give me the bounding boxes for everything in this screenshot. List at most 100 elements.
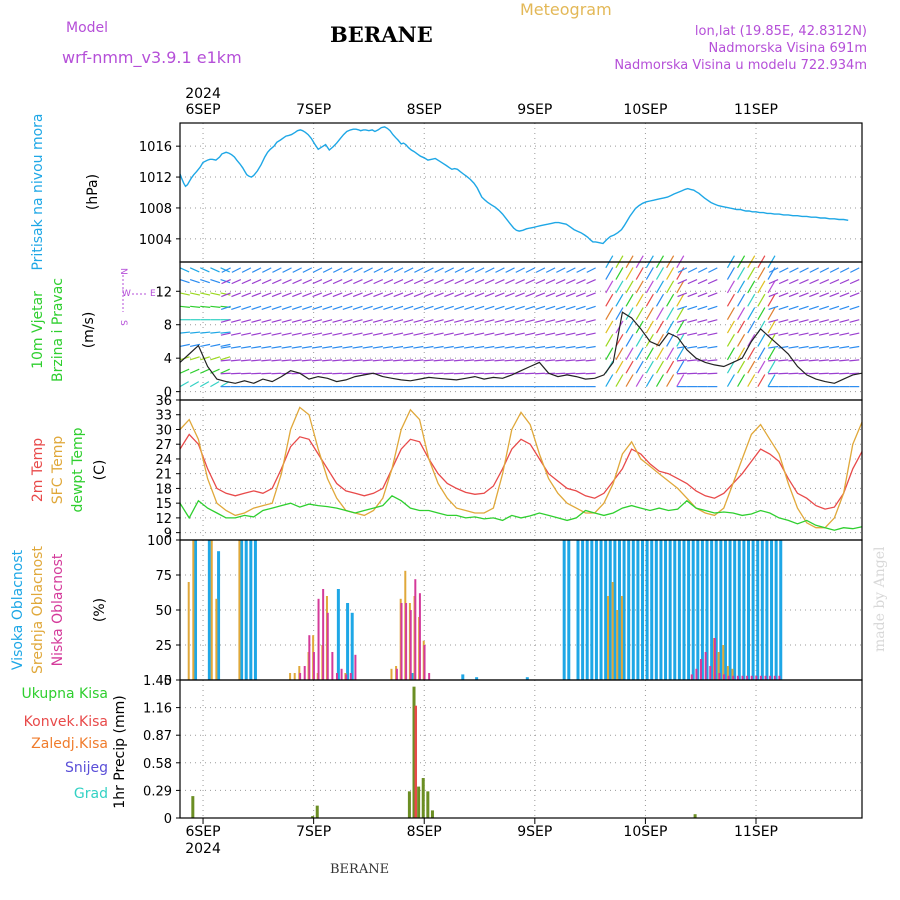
- wind-barb: [839, 292, 850, 298]
- wind-barb: [799, 279, 809, 285]
- wind-barb: [210, 267, 220, 273]
- wind-barb: [586, 267, 596, 273]
- wind-barb: [292, 279, 302, 285]
- cloud-bar-cloud_low: [736, 675, 739, 680]
- cloud-bar-cloud_mid: [726, 666, 729, 680]
- wind-barb: [189, 368, 200, 374]
- wind-barb: [281, 292, 292, 298]
- wind-barb: [585, 359, 596, 362]
- wind-barb: [565, 305, 576, 310]
- wind-barb: [322, 319, 333, 323]
- wind-barb: [261, 332, 272, 336]
- wind-barb: [655, 280, 664, 294]
- precip-bar-precip_total: [417, 786, 421, 818]
- model-name: wrf-nmm_v3.9.1 e1km: [62, 48, 242, 67]
- wind-barb: [545, 345, 556, 349]
- wind-barb: [779, 267, 789, 273]
- wind-barb: [444, 279, 454, 285]
- wind-barb: [726, 307, 735, 321]
- cloud-bar-cloud_low: [746, 675, 749, 680]
- y-tick-label: 0.58: [143, 757, 172, 772]
- y-tick-label: 0: [164, 674, 172, 689]
- wind-barb: [220, 267, 230, 273]
- wind-barb: [757, 267, 766, 280]
- wind-barb: [434, 267, 444, 273]
- wind-barb: [555, 372, 566, 375]
- cloud-bar-cloud_low: [764, 675, 767, 680]
- cloud-bar-cloud_low: [326, 612, 329, 680]
- temperature-line-sfc: [179, 406, 863, 529]
- wind-barb: [434, 279, 444, 285]
- y-tick-label: 1012: [139, 171, 172, 186]
- wind-barb: [484, 305, 495, 310]
- precip-bar-precip_total: [426, 791, 430, 818]
- wind-barb: [241, 305, 252, 310]
- cloud-bar-cloud_high: [677, 540, 681, 680]
- cloud-bar-cloud_high: [682, 540, 686, 680]
- wind-barb: [443, 345, 454, 349]
- wind-barb: [210, 343, 221, 348]
- wind-barb: [414, 267, 424, 273]
- wind-barb: [645, 293, 654, 307]
- cloud-axis-title-high: Visoka Oblacnost: [10, 549, 26, 670]
- precip-bar-precip_total: [430, 810, 434, 818]
- wind-barb: [635, 267, 644, 280]
- wind-barb: [707, 319, 718, 323]
- wind-barb: [474, 279, 485, 285]
- wind-barb: [625, 293, 634, 307]
- wind-barb: [240, 359, 252, 362]
- wind-barb: [342, 372, 353, 375]
- wind-barb: [798, 332, 809, 336]
- wind-barb: [798, 319, 809, 323]
- wind-barb: [575, 319, 586, 323]
- wind-barb: [383, 267, 394, 273]
- wind-barb: [525, 305, 536, 310]
- wind-barb: [697, 332, 708, 336]
- y-tick-label: 75: [155, 569, 172, 584]
- wind-barb: [302, 267, 313, 273]
- wind-barb: [403, 279, 414, 285]
- wind-barb: [220, 343, 231, 348]
- wind-barb: [625, 280, 634, 294]
- cloud-bar-cloud_low: [317, 598, 320, 680]
- wind-barb: [271, 292, 282, 298]
- wind-barb: [565, 292, 576, 298]
- cloud-bar-cloud_low: [773, 675, 776, 680]
- cloud-bar-cloud_low: [299, 673, 302, 680]
- wind-barb: [788, 372, 799, 375]
- wind-barb: [839, 319, 850, 323]
- cloud-bar-cloud_low: [405, 603, 408, 680]
- cloud-bar-cloud_high: [240, 540, 244, 680]
- wind-barb: [818, 372, 829, 375]
- wind-barb: [615, 347, 624, 361]
- wind-barb: [494, 319, 505, 323]
- y-tick-label: 1.16: [143, 702, 172, 717]
- wind-barb: [778, 359, 789, 362]
- wind-barb: [353, 267, 363, 273]
- wind-barb: [645, 307, 654, 321]
- wind-barb: [808, 319, 819, 323]
- cloud-bar-cloud_high: [617, 540, 621, 680]
- wind-barb: [534, 345, 546, 349]
- wind-barb: [676, 360, 685, 374]
- cloud-bar-cloud_mid: [607, 596, 610, 680]
- wind-barb: [809, 279, 819, 285]
- wind-barb: [818, 345, 829, 349]
- wind-barb: [767, 280, 776, 294]
- cloud-bar-cloud_mid: [215, 598, 218, 680]
- wind-barb: [757, 293, 766, 307]
- wind-barb: [788, 345, 799, 349]
- cloud-bar-cloud_high: [207, 540, 211, 680]
- wind-barb: [342, 305, 353, 310]
- cloud-bar-cloud_high: [723, 540, 727, 680]
- y-tick-label: 0.87: [143, 729, 172, 744]
- cloud-bar-cloud_high: [719, 540, 723, 680]
- wind-barb: [726, 347, 735, 361]
- wind-barb: [382, 359, 393, 362]
- wind-barb: [230, 345, 241, 349]
- wind-barb: [474, 332, 485, 336]
- wind-barb: [220, 305, 231, 310]
- wind-barb: [757, 280, 766, 294]
- y-tick-label: 0.29: [143, 784, 172, 799]
- wind-barb: [231, 292, 242, 298]
